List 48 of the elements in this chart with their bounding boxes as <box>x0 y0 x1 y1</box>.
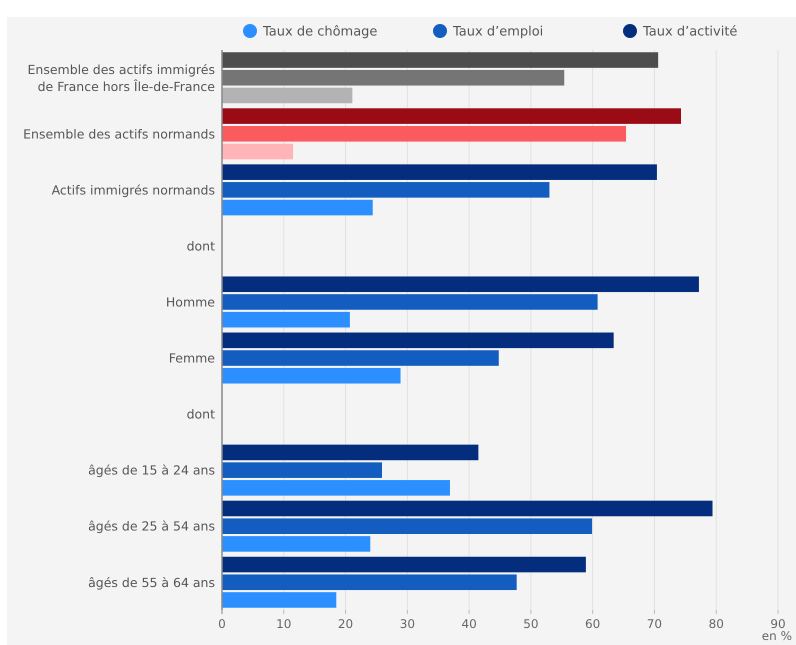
bar <box>222 144 294 160</box>
x-tick-label: 0 <box>218 617 226 631</box>
y-tick-label: Actifs immigrés normands <box>52 182 215 198</box>
x-tick-label: 70 <box>646 617 662 631</box>
y-tick-label: âgés de 15 à 24 ans <box>88 462 215 478</box>
bar <box>222 574 517 590</box>
bar <box>222 480 450 496</box>
y-tick-label: Homme <box>166 294 216 310</box>
y-tick-label: âgés de 55 à 64 ans <box>88 574 215 590</box>
bar <box>222 182 550 198</box>
y-tick-label: âgés de 25 à 54 ans <box>88 518 215 534</box>
bar <box>222 500 713 516</box>
bar <box>222 536 370 552</box>
x-tick-label: 90 <box>770 617 786 631</box>
y-tick-label: Femme <box>168 350 216 366</box>
x-tick-label: 40 <box>461 617 477 631</box>
bar <box>222 350 499 366</box>
y-tick-label: dont <box>186 406 216 422</box>
y-tick-label: Ensemble des actifs immigrés de France hors Île-de-France <box>28 62 216 94</box>
y-tick-label: dont <box>186 238 216 254</box>
legend-label: Taux de chômage <box>262 24 378 40</box>
bar <box>222 164 657 180</box>
bar <box>222 276 699 292</box>
bar <box>222 200 373 216</box>
bar <box>222 368 401 384</box>
bar <box>222 108 682 124</box>
bar <box>222 462 382 478</box>
x-tick-label: 10 <box>276 617 292 631</box>
x-axis-title: en % <box>762 629 792 643</box>
bar <box>222 556 586 572</box>
x-tick-label: 20 <box>338 617 354 631</box>
x-tick-label: 60 <box>585 617 600 631</box>
x-tick-label: 30 <box>400 617 415 631</box>
bar <box>222 70 564 86</box>
x-tick-label: 80 <box>708 617 724 631</box>
bar <box>222 52 658 68</box>
x-tick-label: 50 <box>523 617 539 631</box>
legend-label: Taux d’activité <box>642 24 738 40</box>
y-tick-label: Ensemble des actifs normands <box>23 126 215 142</box>
bar <box>222 592 336 608</box>
bar <box>222 518 592 534</box>
bar <box>222 332 614 348</box>
bar <box>222 312 350 328</box>
bar <box>222 126 626 142</box>
bar <box>222 294 598 310</box>
bar <box>222 88 352 104</box>
legend-label: Taux d’emploi <box>452 24 544 40</box>
bar <box>222 444 478 460</box>
